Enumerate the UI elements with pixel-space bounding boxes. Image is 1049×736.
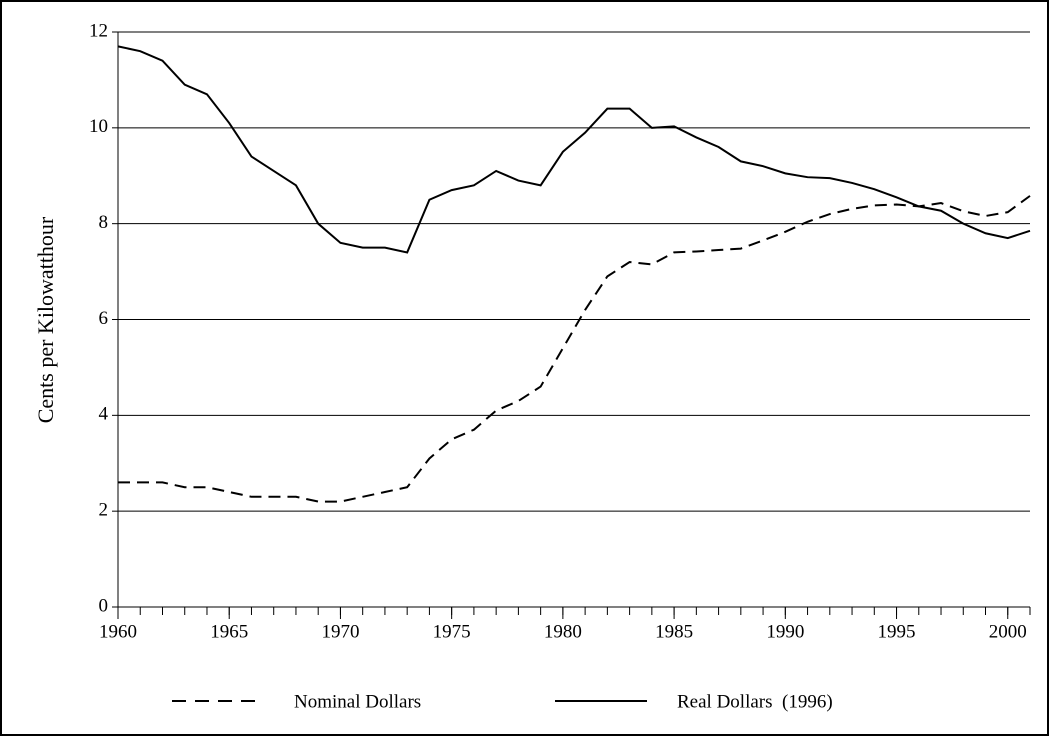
line-series (118, 195, 1031, 503)
x-tick-label: 1975 (433, 621, 471, 642)
x-tick-label: 1960 (99, 621, 137, 642)
y-tick-label: 6 (99, 308, 109, 329)
y-tick-label: 2 (99, 500, 109, 521)
x-tick-label: 1980 (544, 621, 582, 642)
y-tick-label: 0 (99, 595, 109, 616)
y-tick-label: 12 (89, 20, 108, 41)
y-tick-label: 8 (99, 212, 109, 233)
x-tick-label: 1965 (210, 621, 248, 642)
legend-label: Nominal Dollars (294, 691, 421, 712)
y-tick-label: 4 (99, 404, 109, 425)
x-tick-label: 1970 (321, 621, 359, 642)
line-series (117, 45, 1031, 254)
y-axis-label: Cents per Kilowatthour (33, 216, 58, 423)
x-tick-label: 1985 (655, 621, 693, 642)
x-tick-label: 2000 (989, 621, 1027, 642)
legend-label: Real Dollars (1996) (677, 691, 833, 712)
y-tick-label: 10 (89, 116, 108, 137)
x-tick-label: 1990 (766, 621, 804, 642)
x-tick-label: 1995 (878, 621, 916, 642)
